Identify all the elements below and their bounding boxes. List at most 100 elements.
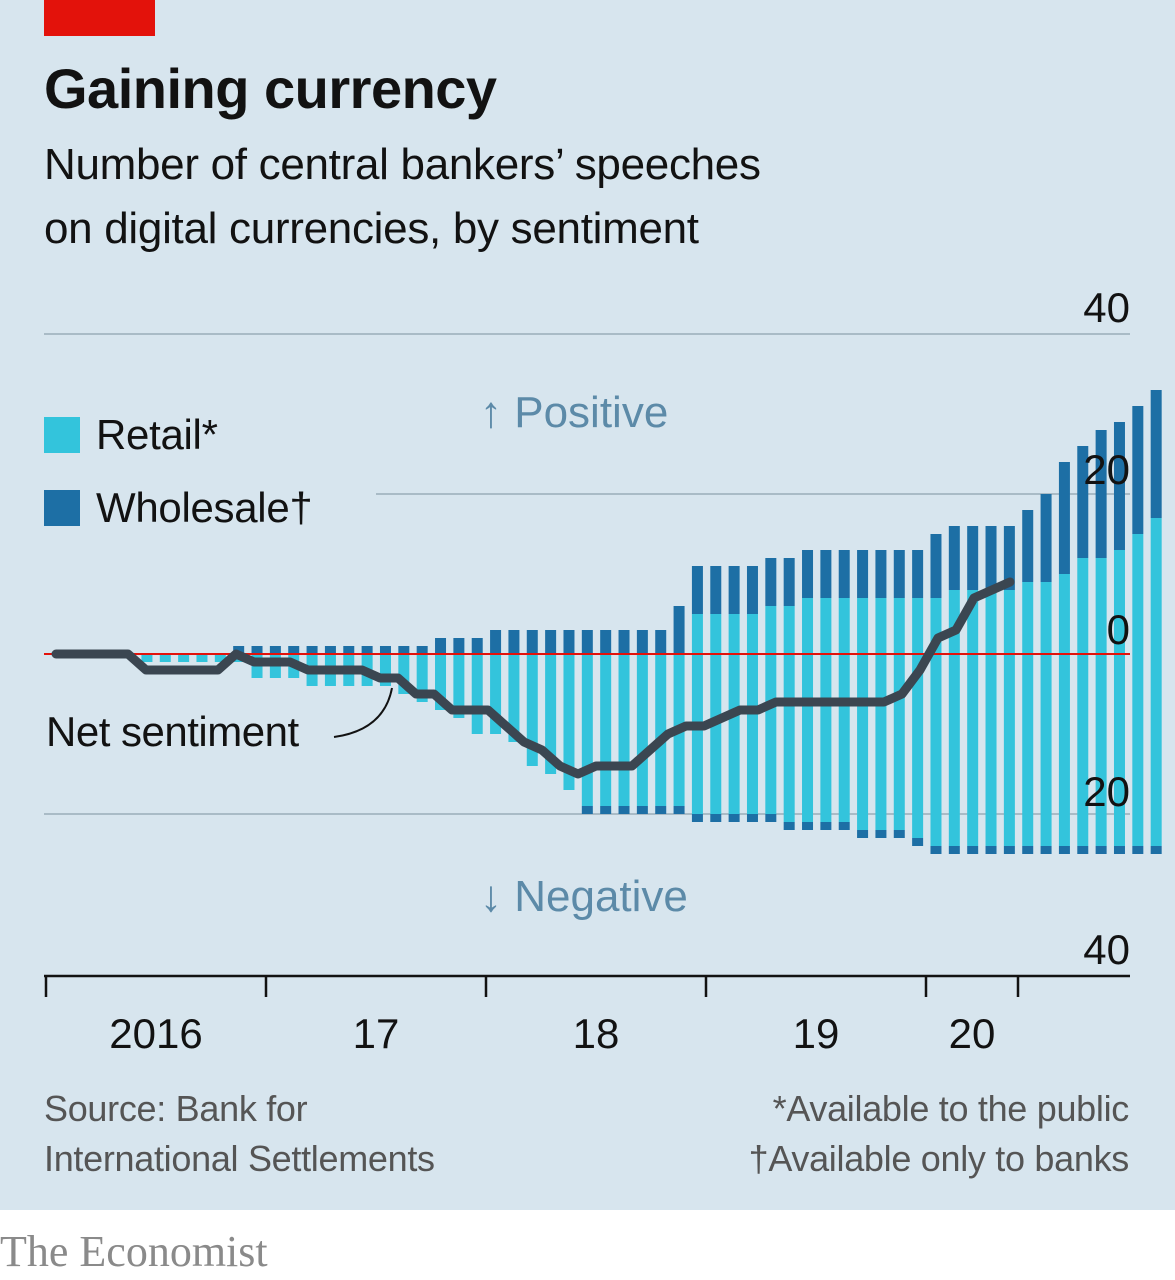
chart-panel — [0, 0, 1175, 1210]
bar-wholesale-positive — [361, 646, 373, 654]
bar-retail-negative — [783, 654, 795, 822]
source-line2: International Settlements — [44, 1138, 435, 1179]
bar-wholesale-negative — [655, 806, 667, 814]
bar-retail-positive — [1022, 582, 1034, 654]
net-sentiment-series — [51, 577, 1015, 779]
bar-retail-negative — [820, 654, 832, 822]
bar-wholesale-positive — [1058, 462, 1070, 574]
y-tick-label: 20 — [1083, 768, 1130, 815]
bar-retail-negative — [618, 654, 630, 806]
bar-wholesale-positive — [379, 646, 391, 654]
chart-title: Gaining currency — [44, 57, 497, 120]
bar-retail-positive — [746, 614, 758, 654]
bar-retail-negative — [416, 654, 428, 702]
legend-retail-label: Retail* — [96, 411, 218, 458]
bar-wholesale-positive — [1022, 510, 1034, 582]
bar-wholesale-negative — [710, 814, 722, 822]
bar-retail-negative — [526, 654, 538, 766]
bar-wholesale-positive — [233, 646, 245, 654]
bar-wholesale-positive — [1113, 422, 1125, 550]
bar-retail-positive — [1058, 574, 1070, 654]
chart-svg: 2016 17 18 19 20 40 20 0 20 40 — [44, 284, 1162, 1057]
x-tick-label: 20 — [949, 1010, 996, 1057]
bar-wholesale-positive — [636, 630, 648, 654]
bar-wholesale-negative — [1040, 846, 1052, 854]
bar-retail-positive — [967, 590, 979, 654]
bar-retail-negative — [710, 654, 722, 814]
bar-wholesale-negative — [1095, 846, 1107, 854]
bar-wholesale-positive — [948, 526, 960, 590]
bar-retail-negative — [746, 654, 758, 814]
x-tick-label: 18 — [573, 1010, 620, 1057]
bar-wholesale-positive — [710, 566, 722, 614]
bar-wholesale-positive — [857, 550, 869, 598]
bar-wholesale-positive — [820, 550, 832, 598]
bar-retail-negative — [985, 654, 997, 846]
bar-retail-positive — [691, 614, 703, 654]
bar-wholesale-negative — [636, 806, 648, 814]
y-tick-label: 40 — [1083, 284, 1130, 331]
bar-retail-negative — [1150, 654, 1162, 846]
bar-wholesale-positive — [471, 638, 483, 654]
bar-retail-positive — [893, 598, 905, 654]
bar-retail-negative — [545, 654, 557, 774]
bar-retail-negative — [765, 654, 777, 814]
bar-wholesale-negative — [802, 822, 814, 830]
bar-wholesale-positive — [1132, 406, 1144, 534]
bar-retail-positive — [1132, 534, 1144, 654]
direction-negative-label: ↓ Negative — [480, 872, 688, 921]
bar-retail-negative — [1003, 654, 1015, 846]
bar-wholesale-negative — [1058, 846, 1070, 854]
bar-wholesale-negative — [948, 846, 960, 854]
bar-wholesale-negative — [673, 806, 685, 814]
bar-wholesale-positive — [416, 646, 428, 654]
net-sentiment-leader-line — [333, 687, 393, 738]
bar-retail-positive — [728, 614, 740, 654]
net-sentiment-line — [51, 577, 1015, 779]
bar-wholesale-negative — [857, 830, 869, 838]
bar-wholesale-positive — [1003, 526, 1015, 590]
bar-wholesale-negative — [728, 814, 740, 822]
bar-retail-negative — [691, 654, 703, 814]
y-tick-label: 20 — [1083, 446, 1130, 493]
bar-wholesale-positive — [545, 630, 557, 654]
y-tick-label: 40 — [1083, 926, 1130, 973]
bar-retail-positive — [820, 598, 832, 654]
bar-wholesale-positive — [324, 646, 336, 654]
bar-wholesale-negative — [1113, 846, 1125, 854]
chart-subtitle-line2: on digital currencies, by sentiment — [44, 204, 699, 253]
bar-wholesale-negative — [746, 814, 758, 822]
legend-wholesale: Wholesale† — [44, 483, 313, 533]
legend-wholesale-swatch — [44, 490, 80, 526]
bar-retail-negative — [379, 654, 391, 686]
bar-retail-negative — [1058, 654, 1070, 846]
bar-wholesale-positive — [269, 646, 281, 654]
bar-retail-negative — [1077, 654, 1089, 846]
bar-wholesale-positive — [1077, 446, 1089, 558]
bar-retail-negative — [893, 654, 905, 830]
bar-retail-negative — [857, 654, 869, 830]
bar-retail-negative — [1132, 654, 1144, 846]
bar-wholesale-negative — [783, 822, 795, 830]
bar-retail-negative — [930, 654, 942, 846]
source-line1: Source: Bank for — [44, 1088, 308, 1129]
bar-retail-positive — [783, 606, 795, 654]
bar-wholesale-positive — [618, 630, 630, 654]
bar-wholesale-positive — [691, 566, 703, 614]
bar-wholesale-positive — [1150, 390, 1162, 518]
bar-wholesale-positive — [508, 630, 520, 654]
bar-wholesale-positive — [1095, 430, 1107, 558]
footnote-retail: *Available to the public — [772, 1088, 1130, 1129]
bar-wholesale-positive — [398, 646, 410, 654]
bar-retail-negative — [141, 654, 153, 662]
bar-wholesale-negative — [930, 846, 942, 854]
economist-logo: The Economist — [0, 1227, 268, 1276]
bar-retail-negative — [490, 654, 502, 734]
bar-retail-negative — [508, 654, 520, 742]
legend-wholesale-label: Wholesale† — [96, 484, 313, 531]
bar-wholesale-negative — [600, 806, 612, 814]
bar-wholesale-positive — [967, 526, 979, 590]
bar-retail-negative — [912, 654, 924, 838]
x-tick-label: 2016 — [109, 1010, 202, 1057]
bar-wholesale-positive — [746, 566, 758, 614]
